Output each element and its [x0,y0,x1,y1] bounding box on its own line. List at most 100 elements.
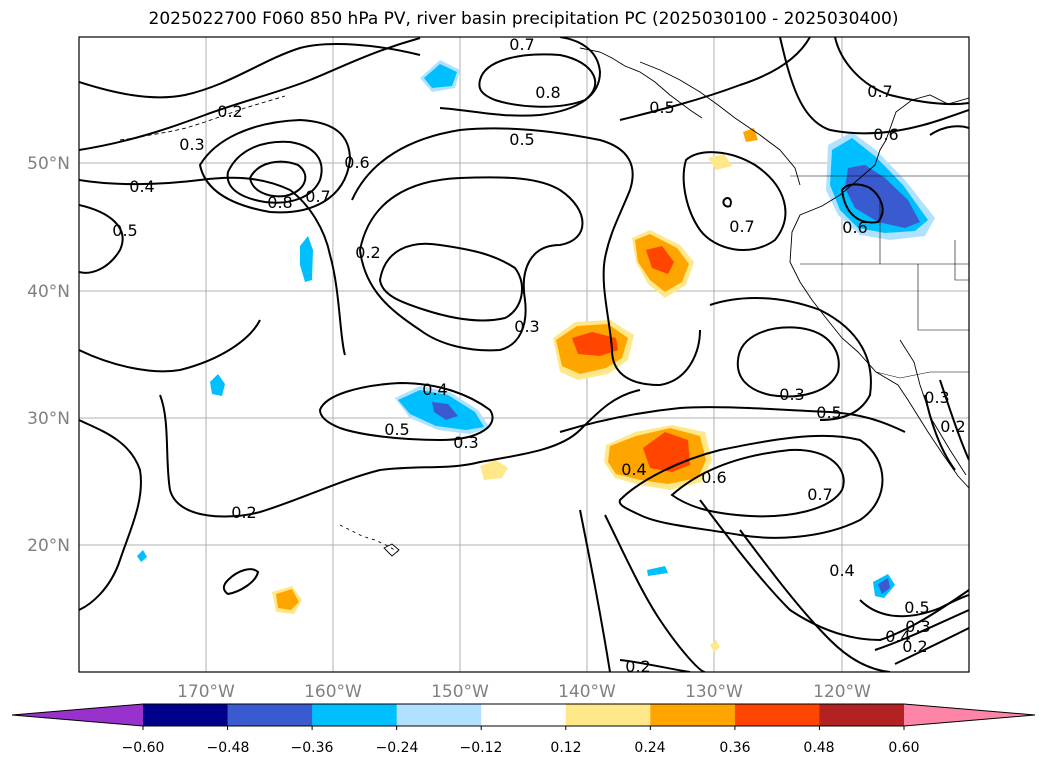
precip-patch [432,402,458,420]
pv-contour [834,37,969,106]
contour-label: 0.4 [621,460,646,479]
pv-contour [894,627,969,665]
pv-contour [682,151,787,252]
contour-label: 0.3 [779,385,804,404]
colorbar-segment [734,704,820,726]
precip-patch [276,589,299,610]
contour-label: 0.3 [905,617,930,636]
precip-patch [424,64,457,88]
contour-label: 0.5 [649,98,674,117]
pv-contour [924,379,969,471]
lon-tick-label: 170°W [177,682,235,702]
contour-label: 0.4 [885,627,910,646]
colorbar-segment [819,704,905,726]
graticule [79,37,969,672]
contour-label: 0.8 [535,83,560,102]
precip-patch [210,374,225,396]
colorbar-extend-max [904,704,1035,726]
pv-contour [619,659,691,672]
colorbar-tick-label: 0.12 [550,740,581,756]
precip-patch [572,332,618,356]
contour-label: 0.4 [422,380,447,399]
pv-contour [79,419,142,611]
pv-contour [159,389,641,518]
pv-contour [929,125,969,136]
contour-label: 0.6 [344,153,369,172]
contour-label: 0.7 [867,82,892,101]
lat-tick-label: 50°N [27,154,70,174]
contour-label: 0.4 [829,561,854,580]
lat-tick-label: 40°N [27,282,70,302]
contour-label: 0.2 [231,503,256,522]
pv-contour [198,118,352,214]
lon-tick-label: 160°W [304,682,362,702]
contour-label: 0.8 [267,193,292,212]
colorbar-segment [481,704,567,726]
pv-contour [248,160,307,198]
contour-label: 0.2 [355,243,380,262]
pv-contour [226,140,323,204]
contour-label: 0.6 [873,125,898,144]
alaska-coastline [579,47,703,119]
precip-patch [878,578,890,594]
longitude-labels: 170°W 160°W 150°W 140°W 130°W 120°W [177,682,871,702]
colorbar-extend-min [12,704,143,726]
colorbar-segment [650,704,736,726]
lon-tick-label: 150°W [431,682,489,702]
pv-contour [378,242,523,322]
pv-contour [670,448,845,518]
pv-contour [79,43,421,99]
contour-label: 0.5 [816,403,841,422]
pv-contour [79,37,421,151]
border-us-mexico [875,371,969,379]
pv-contour [318,381,494,442]
contour-label: 0.3 [179,135,204,154]
lon-tick-label: 120°W [813,682,871,702]
latitude-labels: 50°N 40°N 30°N 20°N [27,154,70,556]
contour-label: 0.3 [453,433,478,452]
pv-contour [222,568,260,596]
colorbar-tick-label: −0.24 [376,740,419,756]
pv-contour [736,326,840,398]
positive-precip-shading [272,128,758,652]
colorbar-tick-label: 0.24 [634,740,665,756]
pv-contour [618,434,884,539]
contour-label: 0.5 [509,130,534,149]
contour-label: 0.7 [729,217,754,236]
pv-contour [604,514,706,672]
pv-contour [79,204,124,274]
contour-label: 0.2 [902,637,927,656]
contour-label: 0.6 [701,468,726,487]
pv-contour [840,183,884,224]
pv-contour [874,609,969,651]
contour-label: 0.5 [384,420,409,439]
colorbar-tick-label: −0.12 [460,740,503,756]
precip-patch [710,640,720,652]
pv-contour [439,37,602,117]
lon-tick-label: 130°W [685,682,743,702]
hawaiian-islands [339,524,399,553]
contour-label: 0.2 [940,417,965,436]
colorbar-segment [227,704,313,726]
colorbar-tick-label: 0.60 [888,740,919,756]
contour-label: 0.5 [904,598,929,617]
contour-label: 0.4 [129,177,154,196]
colorbar-segment [312,704,398,726]
colorbar-tick-label: 0.48 [803,740,834,756]
contour-label: 0.5 [112,221,137,240]
colorbar-tick-labels: −0.60 −0.48 −0.36 −0.24 −0.12 0.12 0.24 … [122,740,920,756]
colorbar-segment [396,704,482,726]
pv-contour [722,196,732,208]
colorbar-tick-label: 0.36 [719,740,750,756]
pv-contour [739,529,891,672]
colorbar-tick-label: −0.60 [122,740,165,756]
precip-patch [646,246,674,274]
colorbar-tick-label: −0.48 [207,740,250,756]
contour-label: 0.7 [807,485,832,504]
colorbar-segment [143,704,229,726]
contour-label: 0.7 [509,35,534,54]
map-area [79,37,969,672]
negative-precip-shading [137,60,935,598]
pv-contour [709,297,872,421]
